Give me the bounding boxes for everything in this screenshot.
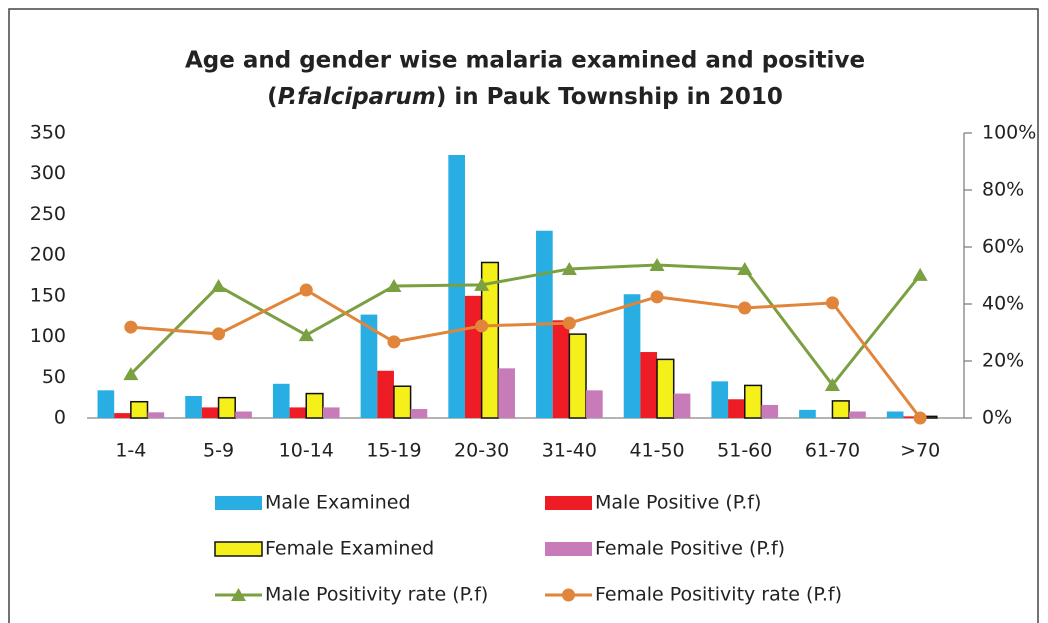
y2-tick-label: 80% [982, 179, 1024, 201]
bar [322, 407, 340, 418]
line-marker [123, 367, 139, 381]
y2-tick-label: 20% [982, 350, 1024, 372]
x-tick-label: 1-4 [115, 440, 146, 462]
y2-tick-label: 0% [982, 407, 1012, 429]
bar [360, 314, 378, 418]
legend-label: Female Examined [265, 538, 434, 560]
legend-label: Female Positivity rate (P.f) [595, 584, 842, 606]
y-tick-label: 100 [30, 325, 66, 347]
bar [235, 411, 252, 418]
y2-tick-label: 100% [982, 122, 1036, 144]
bar [147, 412, 165, 418]
bar [640, 352, 658, 418]
bar [464, 295, 482, 418]
line-marker [124, 320, 138, 334]
bar [849, 411, 866, 418]
line-marker [561, 261, 577, 275]
y-tick-label: 350 [30, 122, 66, 144]
title-part: ( [267, 84, 278, 110]
bar [201, 407, 219, 418]
chart-title: (P.falciparum) in Pauk Township in 2010 [267, 84, 783, 110]
bar [289, 407, 307, 418]
legend-label: Male Positivity rate (P.f) [265, 584, 488, 606]
line-marker [299, 283, 313, 297]
chart-border [8, 8, 1039, 623]
bar [97, 390, 115, 418]
x-tick-label: 61-70 [805, 440, 860, 462]
x-tick-label: 15-19 [366, 440, 421, 462]
x-tick-label: 20-30 [454, 440, 509, 462]
bar [217, 396, 236, 419]
y-tick-label: 300 [30, 162, 66, 184]
bar [586, 390, 603, 418]
line-marker [737, 261, 753, 275]
bar [272, 383, 290, 418]
line-marker [474, 277, 490, 291]
bar [410, 409, 428, 418]
legend-label: Male Examined [265, 492, 411, 514]
bar [623, 294, 641, 418]
bar [744, 384, 763, 419]
line [130, 288, 922, 419]
y-tick-label: 150 [30, 284, 66, 306]
line-marker [387, 335, 401, 349]
legend-label: Female Positive (P.f) [595, 538, 785, 560]
x-tick-label: >70 [900, 440, 940, 462]
legend-swatch [545, 496, 592, 510]
bar [656, 358, 675, 419]
line-marker [475, 319, 489, 333]
title-part: ) in Pauk Township in 2010 [436, 84, 783, 110]
bar [305, 392, 324, 419]
x-tick-label: 10-14 [279, 440, 334, 462]
line-marker [212, 327, 226, 341]
legend-label: Male Positive (P.f) [595, 492, 761, 514]
line-marker [913, 411, 927, 425]
line-marker [211, 279, 227, 293]
legend-marker [231, 588, 246, 601]
y-tick-label: 50 [42, 366, 66, 388]
bar [480, 261, 500, 419]
x-tick-label: 31-40 [542, 440, 597, 462]
line-marker [386, 279, 402, 293]
x-tick-label: 5-9 [203, 440, 234, 462]
bar [498, 368, 515, 418]
line-marker [912, 267, 928, 281]
bar [185, 396, 202, 418]
bar [831, 400, 850, 419]
line-marker [562, 316, 576, 330]
y2-tick-label: 60% [982, 236, 1024, 258]
bar [711, 381, 729, 418]
bar [393, 385, 412, 419]
bar [728, 399, 745, 418]
bar [552, 320, 570, 418]
line-marker [649, 257, 665, 271]
bar [673, 393, 691, 418]
chart-title: Age and gender wise malaria examined and… [185, 48, 865, 74]
line-marker [825, 296, 839, 310]
y-tick-label: 0 [54, 407, 66, 429]
bar [130, 400, 149, 419]
bar [761, 404, 779, 418]
bar [377, 370, 394, 418]
y-tick-label: 200 [30, 244, 66, 266]
line-marker [824, 377, 840, 391]
bar [886, 411, 904, 418]
line-marker [650, 290, 664, 304]
bar [568, 333, 587, 419]
legend-marker [562, 588, 575, 602]
x-tick-label: 51-60 [717, 440, 772, 462]
title-part: P.falciparum [278, 84, 436, 110]
x-tick-label: 41-50 [629, 440, 684, 462]
line-marker [298, 328, 314, 342]
legend-swatch [545, 542, 592, 556]
legend-swatch [215, 496, 262, 510]
y-tick-label: 250 [30, 203, 66, 225]
bar [903, 416, 921, 418]
legend-swatch [214, 541, 263, 557]
line-marker [738, 301, 752, 315]
bar [799, 409, 816, 418]
y2-tick-label: 40% [982, 293, 1024, 315]
bar [114, 413, 131, 418]
